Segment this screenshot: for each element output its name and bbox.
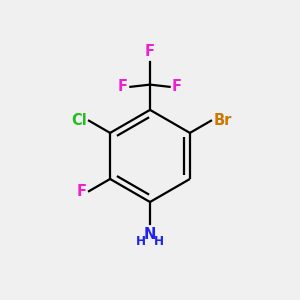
Text: F: F [76,184,87,199]
Text: F: F [172,79,182,94]
Text: H: H [136,235,146,248]
Text: N: N [144,227,156,242]
Text: Br: Br [213,113,232,128]
Text: F: F [145,44,155,59]
Text: H: H [154,235,164,248]
Text: Cl: Cl [71,113,87,128]
Text: F: F [118,79,128,94]
